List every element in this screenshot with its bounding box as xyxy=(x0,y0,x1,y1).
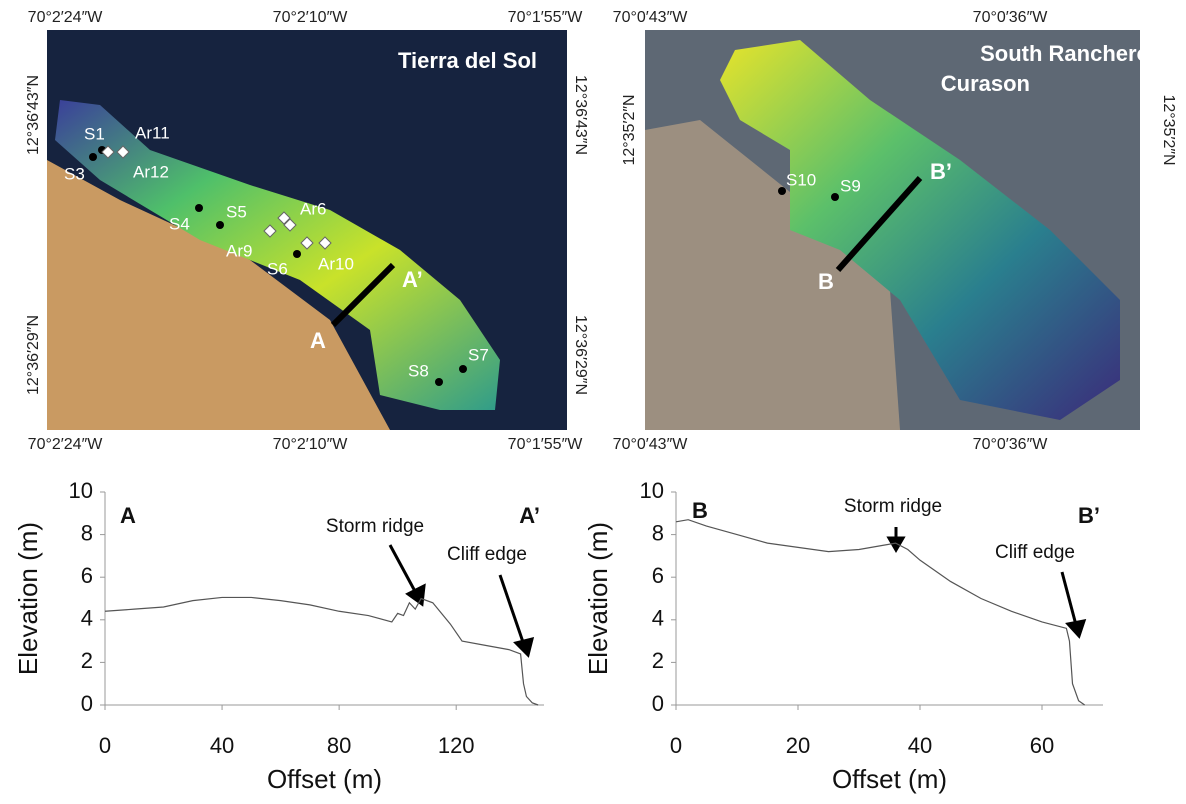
site-dot xyxy=(831,193,839,201)
transect-label: B’ xyxy=(930,159,952,184)
lon-label: 70°2′10″W xyxy=(273,9,349,26)
x-tick-label: 120 xyxy=(438,733,475,758)
x-tick-label: 40 xyxy=(210,733,234,758)
site-label: S3 xyxy=(64,164,85,183)
y-tick-label: 6 xyxy=(81,563,93,588)
annotation: A xyxy=(120,503,136,528)
site-label: S6 xyxy=(267,259,288,278)
site-label: Ar11 xyxy=(135,123,170,142)
site-diamonds xyxy=(101,145,332,250)
annotation: Storm ridge xyxy=(326,516,424,537)
annotation: B xyxy=(692,498,708,523)
x-tick-label: 40 xyxy=(908,733,932,758)
land xyxy=(47,160,390,430)
annotation: Storm ridge xyxy=(844,496,942,517)
y-tick-label: 4 xyxy=(81,606,93,631)
x-axis-label: Offset (m) xyxy=(267,764,382,794)
map-tierra-del-sol: Tierra del Sol 70°2′24″W 70°2′10″W 70°1′… xyxy=(25,9,589,453)
lat-label: 12°36′43″N xyxy=(25,75,42,155)
site-label: S5 xyxy=(226,202,247,221)
site-label: Ar9 xyxy=(226,241,252,260)
site-label: S4 xyxy=(169,214,190,233)
lon-label: 70°0′36″W xyxy=(973,9,1049,26)
lon-label: 70°2′10″W xyxy=(273,436,349,453)
lat-label: 12°36′29″N xyxy=(572,315,589,395)
site-label: S7 xyxy=(468,345,489,364)
site-label: S1 xyxy=(84,124,105,143)
y-axis-label: Elevation (m) xyxy=(583,522,613,675)
site-label: Ar12 xyxy=(133,162,169,181)
transect-line xyxy=(835,176,923,272)
profile-line xyxy=(104,596,539,706)
site-dot xyxy=(778,187,786,195)
y-tick-label: 10 xyxy=(69,478,93,503)
transect-label: B xyxy=(818,269,834,294)
lon-label: 70°1′55″W xyxy=(508,436,584,453)
y-tick-label: 6 xyxy=(652,563,664,588)
annotation: A’ xyxy=(519,503,540,528)
lon-label: 70°0′43″W xyxy=(613,436,689,453)
annotation: B’ xyxy=(1078,503,1100,528)
site-label: S10 xyxy=(786,170,816,189)
transect-label: A’ xyxy=(402,267,423,292)
y-tick-label: 0 xyxy=(652,691,664,716)
lon-label: 70°2′24″W xyxy=(28,9,104,26)
profile-line xyxy=(675,519,1086,706)
y-tick-label: 0 xyxy=(81,691,93,716)
lat-label: 12°35′2″N xyxy=(621,94,638,165)
map-title: Tierra del Sol xyxy=(398,48,537,73)
transect-line xyxy=(330,262,396,328)
annotation: Cliff edge xyxy=(447,544,527,565)
site-label: S8 xyxy=(408,361,429,380)
survey-area xyxy=(55,100,500,410)
lon-label: 70°2′24″W xyxy=(28,436,104,453)
y-tick-label: 10 xyxy=(640,478,664,503)
map-title: South Ranchero xyxy=(980,41,1150,66)
x-tick-label: 0 xyxy=(99,733,111,758)
x-tick-label: 0 xyxy=(670,733,682,758)
y-tick-label: 4 xyxy=(652,606,664,631)
y-tick-label: 8 xyxy=(652,520,664,545)
y-axis-label: Elevation (m) xyxy=(13,522,43,675)
annotation: Cliff edge xyxy=(995,542,1075,563)
x-axis-label: Offset (m) xyxy=(832,764,947,794)
y-tick-label: 2 xyxy=(81,648,93,673)
lat-label: 12°36′29″N xyxy=(25,315,42,395)
lat-label: 12°36′43″N xyxy=(572,75,589,155)
x-tick-label: 60 xyxy=(1030,733,1054,758)
lat-label: 12°35′2″N xyxy=(1160,94,1177,165)
site-dots xyxy=(89,146,467,386)
map-south-ranchero: South Ranchero Curason 70°0′43″W 70°0′36… xyxy=(613,9,1177,453)
lon-label: 70°1′55″W xyxy=(508,9,584,26)
land xyxy=(645,120,900,430)
survey-area xyxy=(720,40,1120,420)
y-tick-label: 2 xyxy=(652,648,664,673)
x-tick-label: 80 xyxy=(327,733,351,758)
site-label: Ar10 xyxy=(318,254,354,273)
map-title: Curason xyxy=(941,71,1030,96)
lon-label: 70°0′43″W xyxy=(613,9,689,26)
y-tick-label: 8 xyxy=(81,520,93,545)
transect-label: A xyxy=(310,328,326,353)
x-tick-label: 20 xyxy=(786,733,810,758)
lon-label: 70°0′36″W xyxy=(973,436,1049,453)
site-label: Ar6 xyxy=(300,199,326,218)
site-label: S9 xyxy=(840,176,861,195)
